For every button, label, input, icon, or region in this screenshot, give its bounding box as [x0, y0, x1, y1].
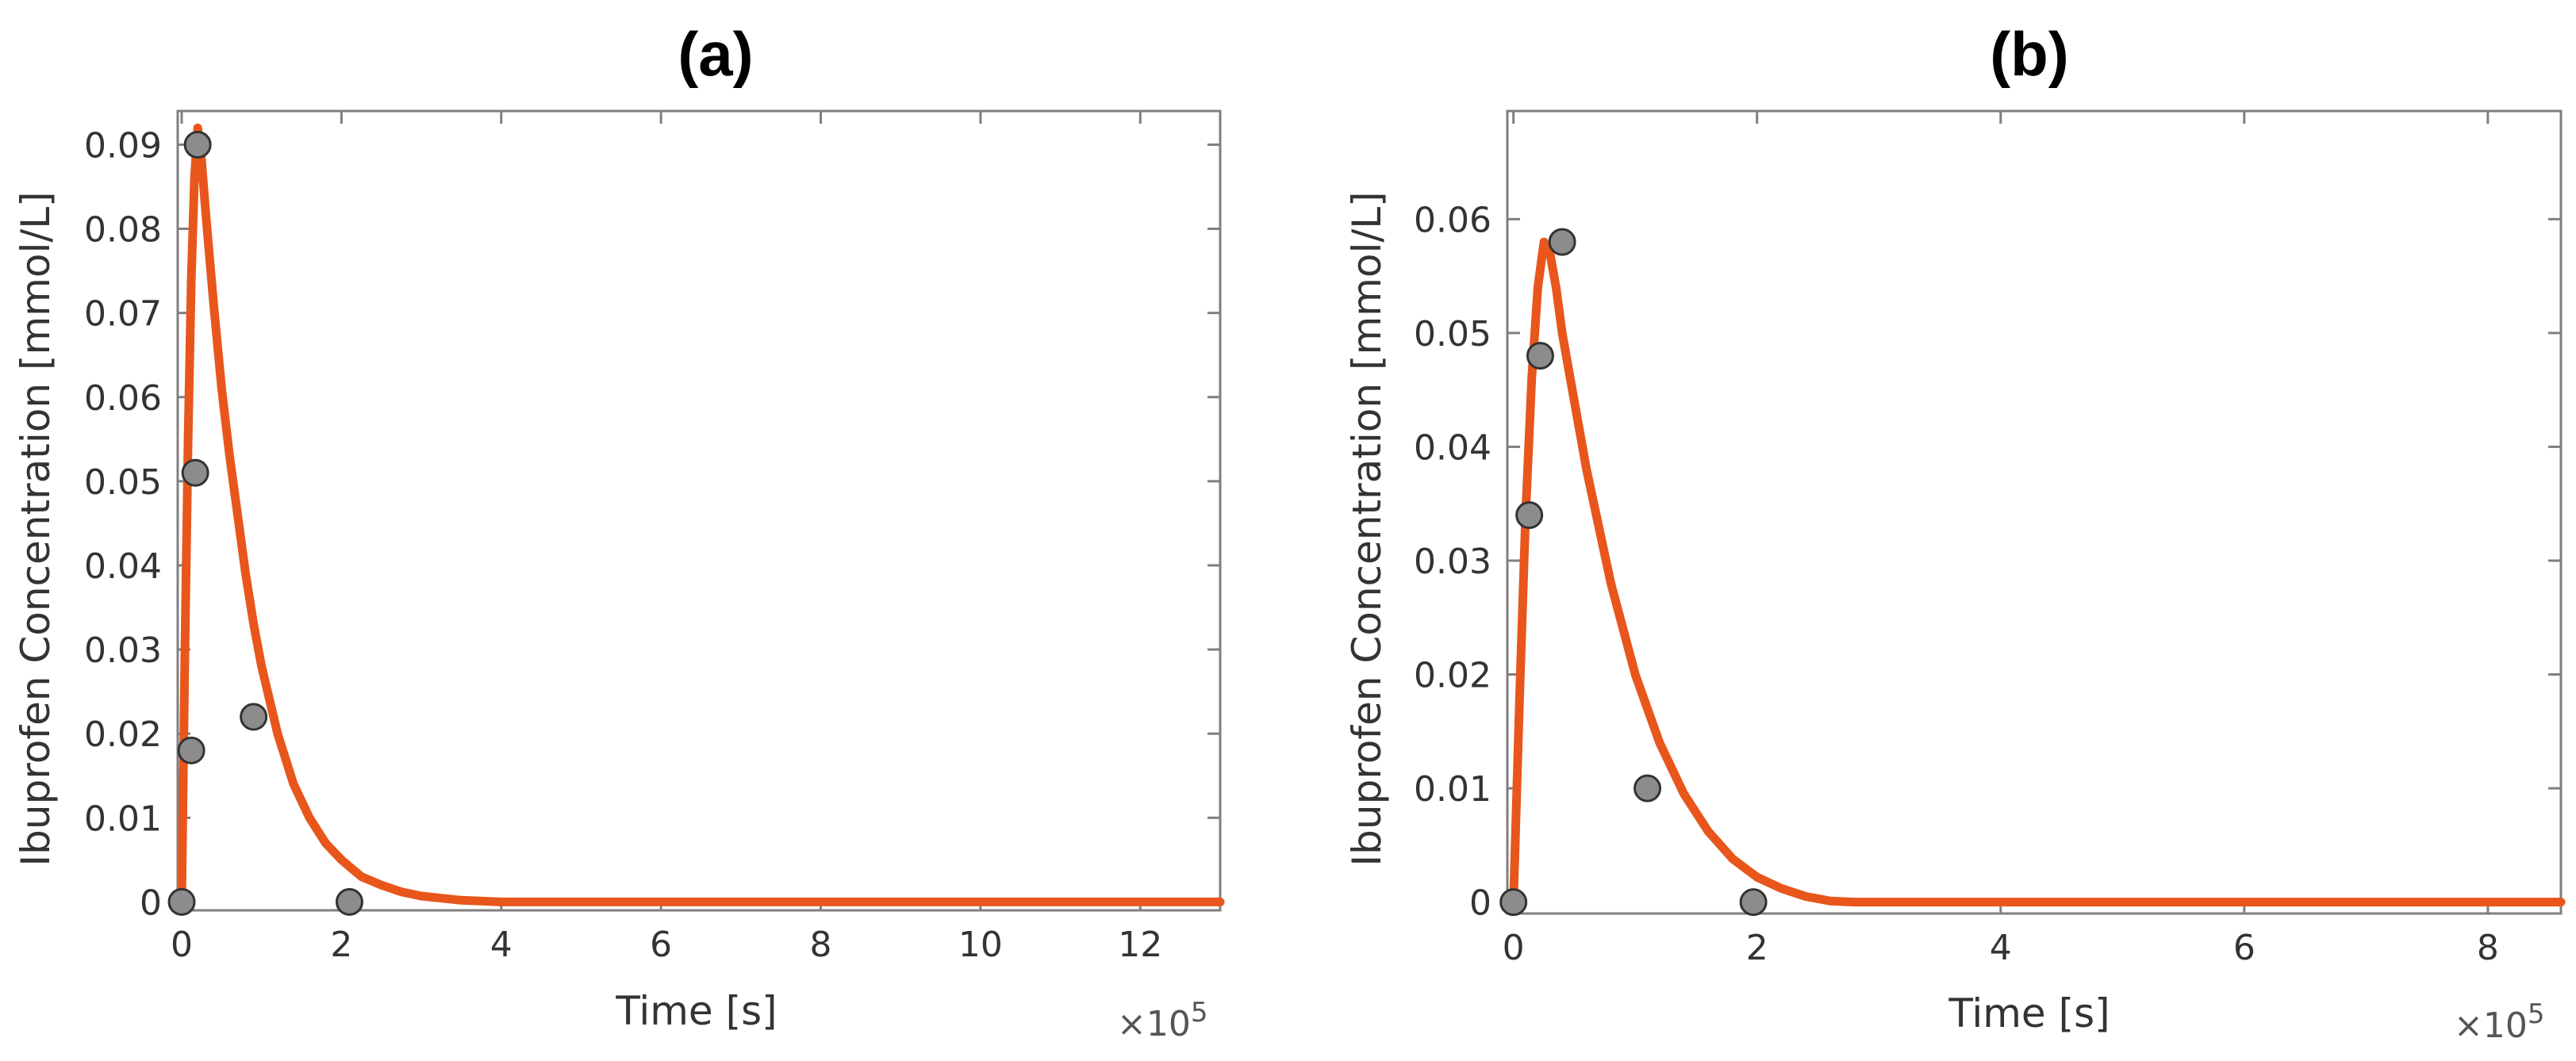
chart-panel-b: (b) Ibuprofen Concentration [mmol/L] Tim…: [1288, 0, 2576, 1061]
chart-a-xlabel: Time [s]: [615, 988, 777, 1034]
chart-b-ylabel: Ibuprofen Concentration [mmol/L]: [1344, 191, 1390, 866]
chart-a-ytick-label: 0.07: [84, 294, 162, 335]
chart-a-ytick-label: 0: [140, 883, 162, 923]
chart-b-ytick-label: 0.04: [1414, 427, 1491, 468]
chart-b-observed-point: [1634, 774, 1662, 802]
chart-a-observed-point: [240, 703, 268, 731]
chart-a-x-multiplier: ×105: [1117, 997, 1208, 1044]
chart-b-x-multiplier: ×105: [2454, 998, 2545, 1046]
chart-a-observed-point: [167, 887, 196, 916]
chart-a-ytick-label: 0.05: [84, 462, 162, 503]
chart-a-xtick-label: 4: [490, 925, 513, 965]
chart-b-ytick-label: 0.01: [1414, 769, 1491, 810]
chart-a-x-multiplier-base: ×10: [1117, 1004, 1191, 1044]
chart-b-ytick-label: 0.02: [1414, 656, 1491, 696]
chart-a-xtick-label: 6: [650, 925, 672, 965]
chart-b-xlabel: Time [s]: [1948, 990, 2110, 1036]
chart-a-observed-point: [183, 130, 212, 159]
chart-b-ytick-label: 0.06: [1414, 200, 1491, 240]
chart-b-observed-point: [1526, 342, 1554, 370]
chart-b-model-line: [1509, 237, 2566, 907]
chart-b-ytick-label: 0: [1469, 883, 1491, 924]
chart-b-plot-area: [1506, 109, 2563, 915]
chart-a-x-multiplier-exp: 5: [1191, 997, 1208, 1028]
chart-a-ytick-label: 0.06: [84, 378, 162, 419]
chart-b-xtick-label: 8: [2477, 928, 2499, 968]
chart-b-ytick-label: 0.05: [1414, 314, 1491, 354]
chart-a-observed-point: [177, 736, 205, 764]
chart-panel-a: (a) Ibuprofen Concentration [mmol/L] Tim…: [13, 19, 1225, 1044]
chart-a-ytick-label: 0.09: [84, 125, 162, 166]
chart-a-plot-area: [176, 109, 1222, 912]
chart-b-observed-point: [1499, 888, 1528, 917]
chart-a-ylabel: Ibuprofen Concentration [mmol/L]: [13, 191, 59, 866]
chart-a-xtick-label: 10: [958, 925, 1003, 965]
chart-a-ytick-label: 0.01: [84, 799, 162, 839]
chart-b-xtick-label: 2: [1746, 928, 1768, 968]
chart-a-ytick-label: 0.04: [84, 546, 162, 587]
chart-b-xtick-label: 0: [1503, 928, 1525, 968]
chart-a-ytick-label: 0.03: [84, 630, 162, 671]
chart-a-xtick-label: 0: [171, 925, 193, 965]
chart-b-ytick-label: 0.03: [1414, 542, 1491, 582]
chart-a-observed-point: [181, 458, 209, 487]
chart-a-observed-point: [335, 887, 363, 916]
chart-a-xtick-label: 2: [330, 925, 352, 965]
chart-b-observed-point: [1739, 888, 1768, 917]
chart-b-title: (b): [1990, 19, 2069, 89]
chart-b-observed-point: [1515, 501, 1544, 530]
chart-a-title: (a): [678, 19, 753, 89]
chart-b-x-multiplier-base: ×10: [2454, 1005, 2528, 1046]
chart-a-ytick-label: 0.08: [84, 210, 162, 251]
chart-b-x-multiplier-exp: 5: [2528, 998, 2545, 1030]
chart-b-xtick-label: 6: [2233, 928, 2255, 968]
chart-b-observed-point: [1548, 228, 1576, 256]
chart-a-model-line: [177, 123, 1225, 906]
chart-a-ytick-label: 0.02: [84, 714, 162, 755]
chart-a-xtick-label: 8: [810, 925, 832, 965]
chart-b-xtick-label: 4: [1990, 928, 2012, 968]
chart-b-svg: (b) Ibuprofen Concentration [mmol/L] Tim…: [1344, 19, 2566, 1046]
chart-a-xtick-label: 12: [1118, 925, 1162, 965]
chart-a-svg: (a) Ibuprofen Concentration [mmol/L] Tim…: [13, 19, 1225, 1044]
